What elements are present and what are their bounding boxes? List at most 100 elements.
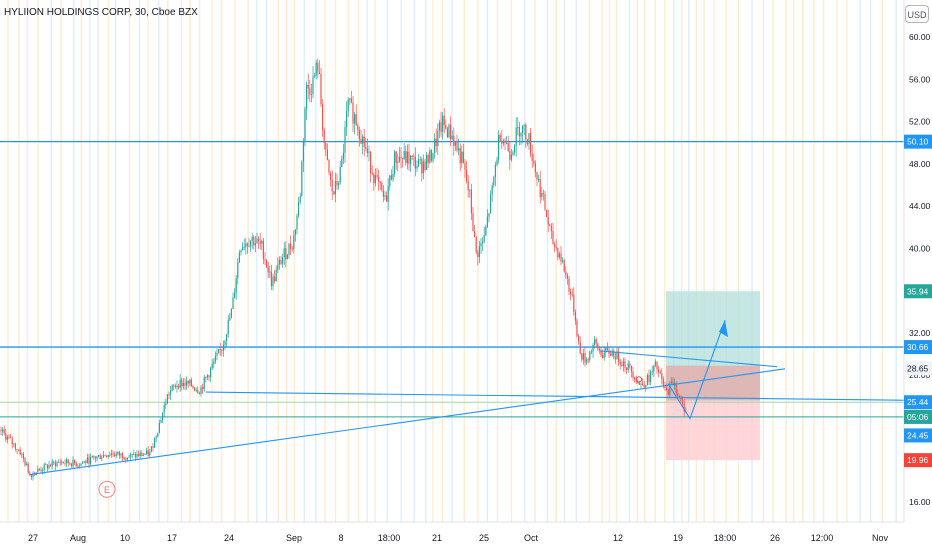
candle (146, 450, 148, 455)
candle (336, 181, 338, 186)
candle (136, 454, 138, 458)
candle (560, 253, 562, 262)
candle (592, 344, 594, 352)
candle (72, 459, 74, 467)
candle (501, 140, 503, 144)
candle (606, 347, 608, 350)
candle (125, 458, 127, 460)
candle (144, 454, 146, 455)
candle (683, 403, 685, 412)
candle (240, 250, 242, 253)
candle (432, 153, 434, 161)
candle (478, 246, 480, 257)
candle (328, 160, 330, 173)
candle (259, 240, 261, 244)
candle (48, 465, 50, 469)
candle (227, 320, 229, 335)
x-tick-label: 26 (770, 533, 780, 543)
candle (75, 463, 77, 467)
candle (203, 377, 205, 390)
candle (464, 163, 466, 170)
candle (235, 278, 237, 293)
candle (382, 190, 384, 197)
y-tick-label: 48.00 (909, 159, 931, 169)
candle (582, 353, 584, 360)
candle (184, 382, 186, 386)
candle (54, 462, 56, 467)
candle (261, 240, 263, 244)
candle (358, 130, 360, 140)
candle (50, 465, 52, 467)
candle (421, 158, 423, 174)
candle (166, 394, 168, 404)
candle (275, 269, 277, 282)
projection-arrow (719, 320, 728, 338)
candle (346, 111, 348, 128)
candle (486, 216, 488, 227)
candle (173, 385, 175, 387)
price-badge-label: 28.65 (907, 363, 929, 373)
price-badges: 50.10 35.94 30.66 28.65 25.44 05:06 24.45 19.96 (904, 134, 932, 468)
candle (162, 412, 164, 421)
candle (643, 385, 645, 388)
candle (250, 240, 252, 247)
candle (293, 234, 295, 250)
earnings-marker: E (98, 480, 116, 498)
candle (214, 355, 216, 362)
candle (437, 130, 439, 147)
candle (302, 141, 304, 162)
candle (296, 215, 298, 230)
candle (373, 174, 375, 184)
candle (222, 344, 224, 351)
candle (549, 224, 551, 227)
candle (619, 362, 621, 365)
candle (526, 139, 528, 144)
candle (32, 473, 34, 478)
candle (546, 209, 548, 217)
candle (618, 351, 620, 363)
candle (192, 386, 194, 388)
y-tick-label: 52.00 (909, 117, 931, 127)
candle (442, 115, 444, 132)
candle (678, 396, 680, 398)
candle (536, 172, 538, 180)
candle (392, 174, 394, 180)
candle (179, 379, 181, 388)
candle (107, 455, 109, 458)
candle (314, 75, 316, 77)
candle (365, 146, 367, 149)
candle (106, 455, 108, 458)
candle (317, 62, 319, 72)
candle (18, 449, 20, 451)
candle (290, 243, 292, 249)
candle (581, 353, 583, 360)
candle (70, 464, 72, 467)
candle (122, 453, 124, 459)
candle (605, 347, 607, 353)
candle (610, 353, 612, 356)
candle (621, 364, 623, 367)
candle (666, 387, 668, 390)
candle (246, 243, 248, 246)
candle (86, 457, 88, 463)
candle (93, 455, 95, 458)
candle (384, 195, 386, 197)
candle (155, 436, 157, 438)
price-badge-label: 35.94 (907, 286, 929, 296)
candle (512, 152, 514, 155)
candle (438, 122, 440, 131)
candle (637, 382, 639, 384)
candle (566, 274, 568, 279)
candle (3, 429, 5, 434)
candle (670, 381, 672, 384)
price-badge-label: 25.44 (907, 397, 929, 407)
candle (640, 383, 642, 385)
candle (110, 453, 112, 455)
candle (378, 176, 380, 182)
candle (158, 422, 160, 433)
candle (493, 176, 495, 186)
candle (565, 271, 567, 275)
candle (74, 459, 76, 464)
currency-button[interactable]: USD (905, 5, 929, 23)
